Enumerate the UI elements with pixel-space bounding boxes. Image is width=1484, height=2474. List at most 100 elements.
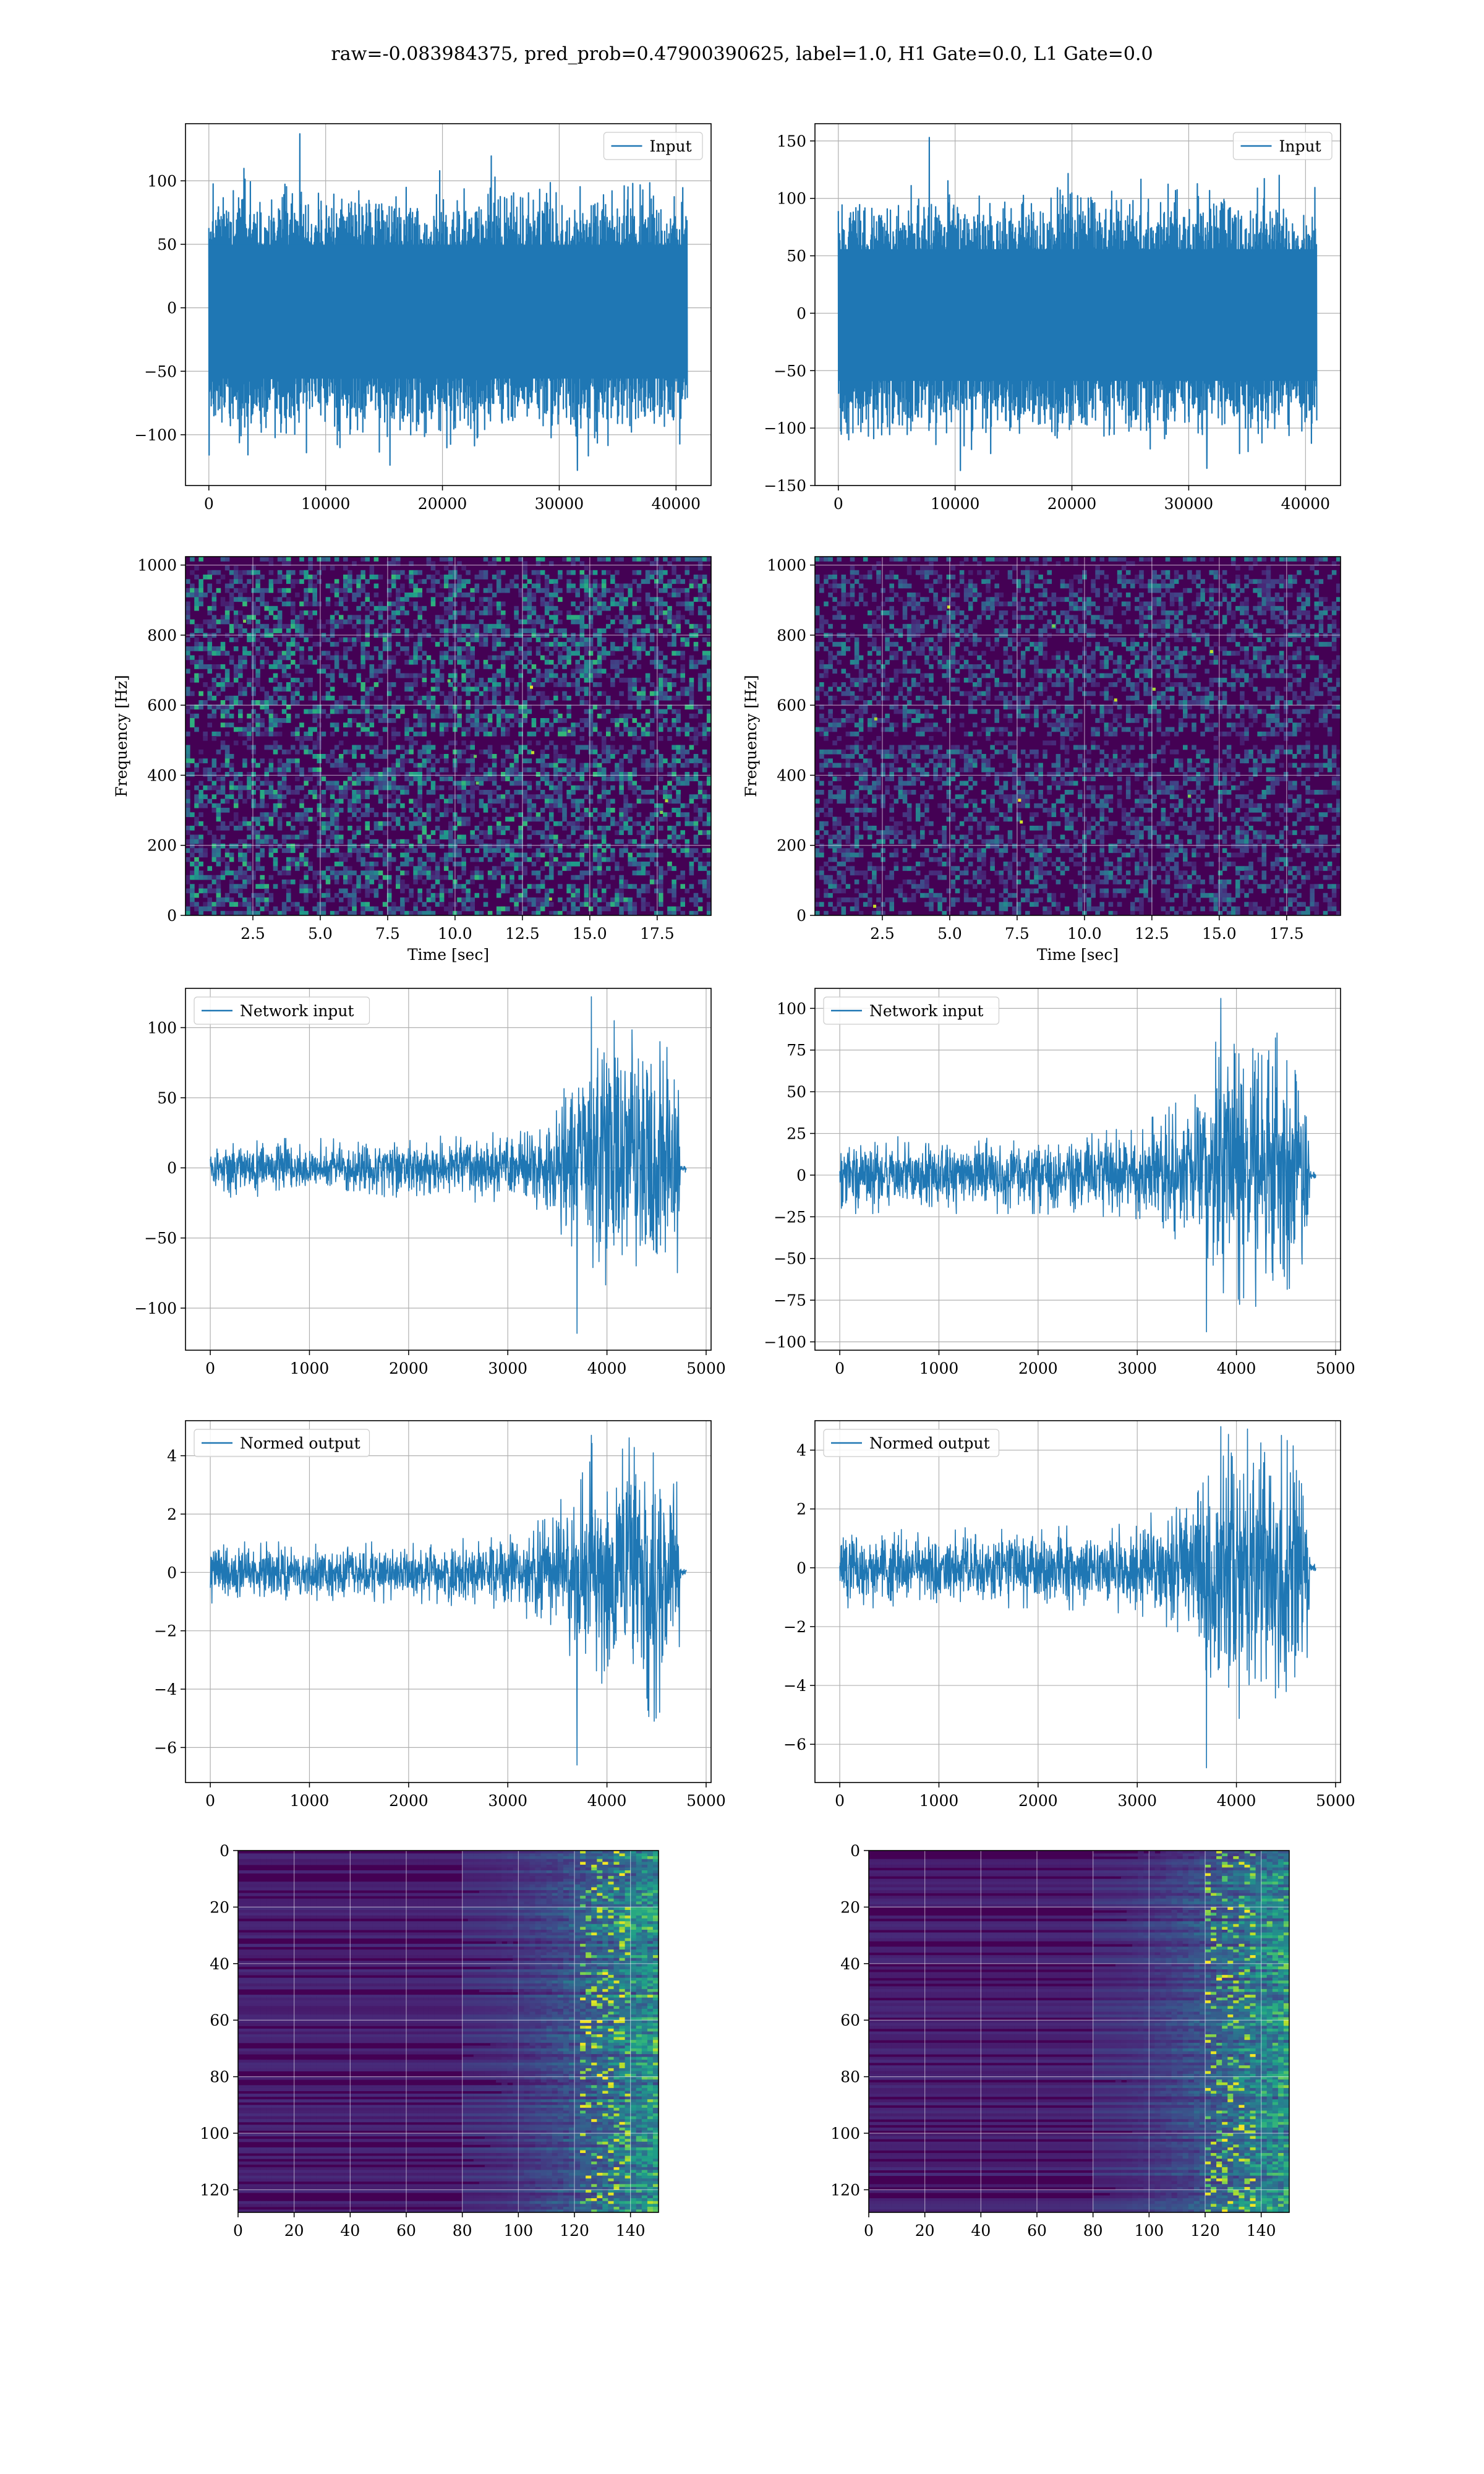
features-l1-xtick-label: 40 (971, 2222, 991, 2240)
spec-l1-ytick-label: 800 (777, 627, 806, 644)
normed-l1-ytick-label: −6 (783, 1736, 806, 1753)
features-l1-xtick-label: 140 (1247, 2222, 1276, 2240)
network-l1-legend (823, 996, 1000, 1025)
features-l1-frame (868, 1850, 1290, 2213)
network-l1-ytick-label: 75 (787, 1042, 806, 1059)
features-h1-xtick-label: 140 (616, 2222, 646, 2240)
network-l1-ytick-label: −25 (774, 1208, 806, 1226)
network-l1-ytick-label: 0 (796, 1166, 806, 1184)
network-h1-xtick-label: 4000 (587, 1359, 627, 1377)
spec-h1-ytick-label: 1000 (137, 557, 177, 575)
normed-h1-ytick-label: −2 (154, 1622, 177, 1640)
network-l1-xtick-label: 5000 (1316, 1359, 1355, 1377)
spec-h1-speckle (529, 685, 533, 689)
network-h1-ytick-label: 100 (147, 1019, 177, 1037)
spec-l1-speckle (1018, 798, 1021, 802)
spec-h1-ytick-label: 600 (147, 696, 177, 714)
spec-h1-ytick-label: 800 (147, 627, 177, 644)
input-l1-ytick-label: −50 (774, 362, 806, 380)
spec-h1-xtick-label: 15.0 (573, 925, 607, 943)
input-l1-xtick-label: 30000 (1164, 495, 1214, 513)
normed-h1-series-line (210, 1434, 687, 1766)
spec-l1-ytick-label: 200 (777, 837, 806, 855)
network-l1-xtick-label: 2000 (1018, 1359, 1058, 1377)
figure-suptitle: raw=-0.083984375, pred_prob=0.4790039062… (0, 43, 1484, 65)
normed-l1-series-line (839, 1426, 1316, 1768)
features-h1-ytick-label: 120 (200, 2181, 229, 2199)
input-l1-ytick-label: −150 (764, 477, 806, 495)
network-l1-ytick-label: 25 (787, 1125, 806, 1143)
normed-h1-xtick-label: 4000 (587, 1792, 627, 1810)
spec-l1-frame (814, 556, 1341, 916)
normed-h1-xtick-label: 1000 (290, 1792, 330, 1810)
normed-l1-legend-label: Normed output (869, 1434, 990, 1452)
spec-l1-xtick-label: 15.0 (1202, 925, 1237, 943)
spec-h1-ytick-label: 200 (147, 837, 177, 855)
spec-l1-chart: 2.5 5.0 7.5 10.0 12.5 15.0 17.5 0 200 400 600 800 10… (742, 556, 1341, 964)
input-l1-ytick-label: 100 (777, 190, 806, 208)
input-h1-xtick-label: 30000 (535, 495, 584, 513)
input-h1-xtick-label: 0 (204, 495, 214, 513)
input-h1-xtick-label: 40000 (652, 495, 701, 513)
input-l1-legend-label: Input (1279, 137, 1321, 155)
features-h1-heatmap-cells (238, 1851, 659, 2213)
spec-l1-ytick-label: 0 (796, 907, 806, 925)
network-l1-xtick-label: 3000 (1117, 1359, 1157, 1377)
network-h1-ytick-label: −100 (134, 1299, 177, 1317)
network-l1-frame (814, 988, 1341, 1351)
normed-l1-xtick-label: 3000 (1117, 1792, 1157, 1810)
input-l1-xtick-label: 0 (834, 495, 843, 513)
normed-h1-xtick-label: 3000 (488, 1792, 527, 1810)
normed-h1-ytick-label: 4 (167, 1447, 177, 1465)
spec-l1-speckle (873, 904, 877, 908)
features-l1-xtick-label: 0 (864, 2222, 874, 2240)
input-h1-ytick-label: 50 (157, 236, 177, 254)
spec-l1-xtick-label: 5.0 (937, 925, 962, 943)
network-l1-xtick-label: 1000 (919, 1359, 959, 1377)
features-h1-xtick-label: 120 (560, 2222, 589, 2240)
features-h1-ytick-label: 0 (220, 1842, 229, 1860)
spec-l1-xlabel: Time [sec] (1037, 946, 1119, 964)
spec-l1-ytick-label: 1000 (767, 557, 806, 575)
features-h1-chart: 0 20 40 60 80 100 120 140 0 20 40 60 80 100 120 (200, 1842, 659, 2240)
spec-h1-chart: 2.5 5.0 7.5 10.0 12.5 15.0 17.5 0 200 400 600 800 10… (113, 556, 712, 964)
spec-h1-xtick-label: 2.5 (241, 925, 265, 943)
input-l1-xtick-label: 40000 (1281, 495, 1331, 513)
normed-h1-chart: 0 1000 2000 3000 4000 5000 −6 −4 −2 0 2 4 Normed out… (154, 1420, 726, 1810)
features-l1-ytick-label: 0 (850, 1842, 860, 1860)
features-h1-ytick-label: 80 (210, 2068, 229, 2086)
normed-h1-ytick-label: 0 (167, 1564, 177, 1582)
input-h1-xtick-label: 20000 (418, 495, 467, 513)
spec-h1-xtick-label: 5.0 (308, 925, 333, 943)
input-l1-chart: 0 10000 20000 30000 40000 −150 −100 −50 0 50 100 15… (764, 123, 1341, 513)
network-h1-ytick-label: 0 (167, 1159, 177, 1177)
features-h1-xtick-label: 60 (396, 2222, 416, 2240)
features-l1-ytick-label: 80 (840, 2068, 860, 2086)
input-h1-ytick-label: −100 (134, 426, 177, 444)
features-h1-ytick-label: 40 (210, 1955, 229, 1973)
features-l1-ytick-label: 60 (840, 2011, 860, 2029)
spec-l1-speckle (1114, 698, 1117, 702)
features-h1-ytick-label: 60 (210, 2011, 229, 2029)
features-h1-xtick-label: 20 (284, 2222, 304, 2240)
spec-h1-speckle (474, 755, 477, 758)
network-l1-xtick-label: 4000 (1217, 1359, 1256, 1377)
spec-h1-frame (185, 556, 712, 916)
normed-l1-chart: 0 1000 2000 3000 4000 5000 −6 −4 −2 0 2 4 Normed out… (783, 1420, 1355, 1810)
spec-l1-speckle (1152, 687, 1156, 691)
spec-l1-xtick-label: 10.0 (1067, 925, 1102, 943)
spec-l1-speckle (1209, 649, 1213, 653)
features-h1-xtick-label: 0 (233, 2222, 243, 2240)
features-h1-frame (237, 1850, 659, 2213)
spec-l1-speckle (874, 717, 877, 721)
normed-h1-xtick-label: 5000 (686, 1792, 726, 1810)
network-h1-xtick-label: 2000 (389, 1359, 429, 1377)
spec-h1-speckle (548, 897, 552, 901)
network-h1-xtick-label: 1000 (290, 1359, 330, 1377)
network-l1-ytick-label: 50 (787, 1083, 806, 1101)
network-h1-chart: 0 1000 2000 3000 4000 5000 −100 −50 0 50 100 Networ… (134, 988, 726, 1377)
network-h1-legend-label: Network input (240, 1002, 354, 1020)
normed-h1-legend (194, 1429, 370, 1457)
spec-l1-speckle (1052, 624, 1055, 628)
